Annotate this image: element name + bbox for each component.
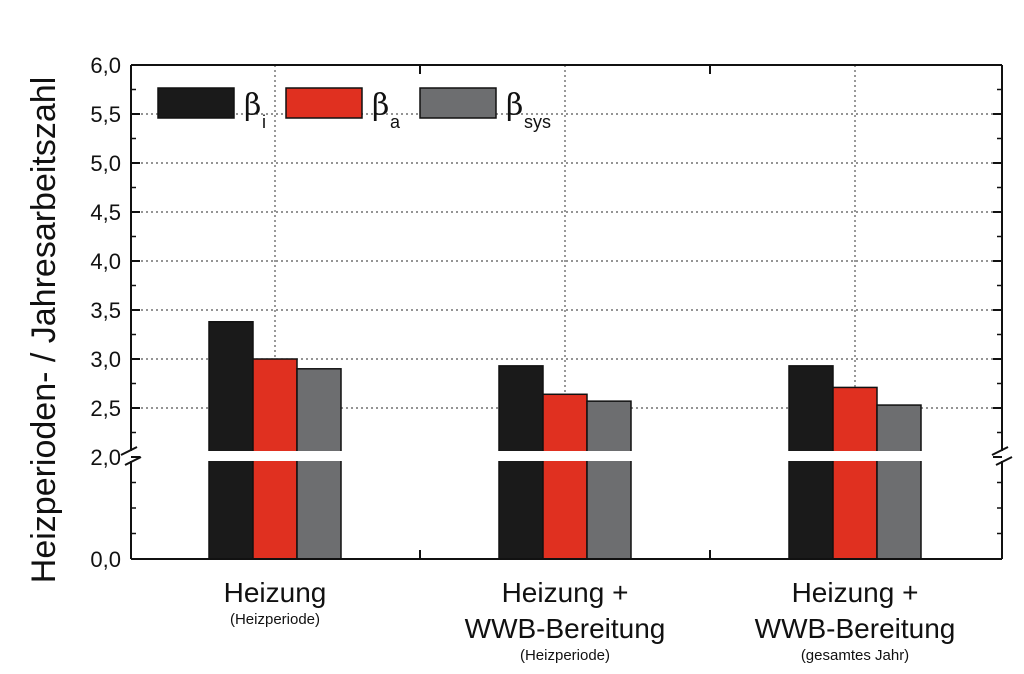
- bar-i-1: [208, 321, 254, 560]
- bars: [208, 321, 922, 560]
- category-sublabel: (Heizperiode): [230, 611, 320, 628]
- bar-i-2: [498, 365, 544, 560]
- category-label: WWB-Bereitung: [465, 613, 666, 644]
- bar-sys-3: [876, 404, 922, 560]
- y-tick-label: 4,0: [90, 249, 121, 274]
- y-tick-label: 6,0: [90, 53, 121, 78]
- category-sublabel: (Heizperiode): [520, 647, 610, 664]
- axis-break-mark: [991, 446, 1009, 456]
- legend-swatch-sys: [419, 87, 497, 119]
- bar-a-3: [832, 386, 878, 560]
- legend-label-i: β: [244, 88, 261, 123]
- y-tick-label: 5,5: [90, 102, 121, 127]
- category-label: WWB-Bereitung: [755, 613, 956, 644]
- bar-sys-1: [296, 368, 342, 560]
- legend-subscript-sys: sys: [524, 112, 551, 132]
- legend-swatch-a: [285, 87, 363, 119]
- legend: β i β a β sys: [157, 87, 551, 132]
- axis-break-band: [125, 451, 1008, 461]
- axis-break-mark: [124, 456, 142, 466]
- legend-subscript-a: a: [390, 112, 401, 132]
- legend-label-sys: β: [506, 88, 523, 123]
- bar-i-3: [788, 365, 834, 560]
- axes: 0,0 2,0 2,5 3,0 3,5 4,0 4,5 5,0 5,5 6,0: [90, 53, 1013, 572]
- category-label: Heizung +: [502, 577, 629, 608]
- y-tick-label: 4,5: [90, 200, 121, 225]
- axis-break-mark: [120, 446, 138, 456]
- legend-subscript-i: i: [262, 112, 266, 132]
- y-tick-label: 2,0: [90, 445, 121, 470]
- category-sublabel: (gesamtes Jahr): [801, 647, 909, 664]
- category-label: Heizung +: [792, 577, 919, 608]
- y-tick-label: 5,0: [90, 151, 121, 176]
- y-tick-label: 3,5: [90, 298, 121, 323]
- y-tick-label: 2,5: [90, 396, 121, 421]
- axis-break-mark: [995, 456, 1013, 466]
- category-label: Heizung: [224, 577, 327, 608]
- bar-a-2: [542, 393, 588, 560]
- x-category-labels: Heizung (Heizperiode) Heizung + WWB-Bereitu…: [224, 577, 956, 664]
- legend-swatch-i: [157, 87, 235, 119]
- bar-sys-2: [586, 400, 632, 560]
- legend-label-a: β: [372, 88, 389, 123]
- y-tick-label: 0,0: [90, 547, 121, 572]
- y-tick-label: 3,0: [90, 347, 121, 372]
- y-axis-label: Heizperioden- / Jahresarbeitszahl: [25, 77, 63, 583]
